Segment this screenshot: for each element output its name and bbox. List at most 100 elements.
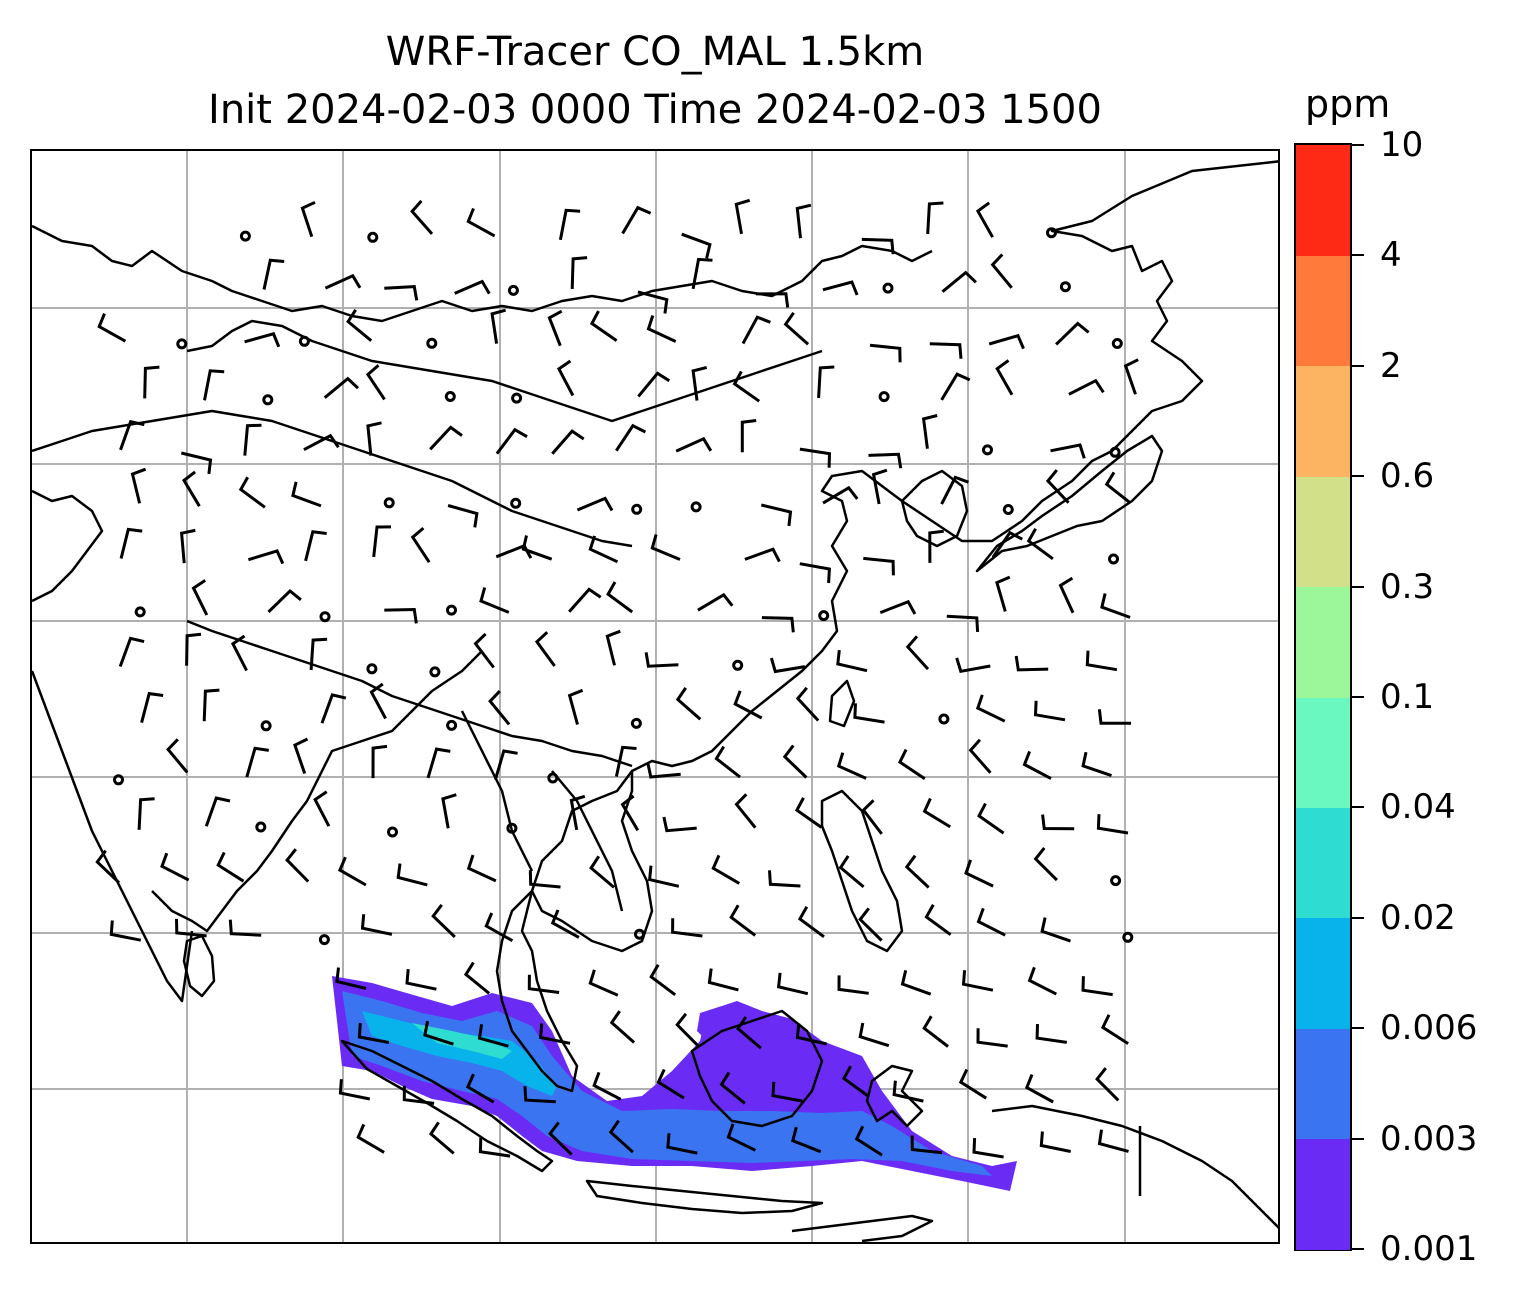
wind-barb [741, 315, 771, 345]
wind-barb [768, 870, 801, 888]
calm-wind-circle [878, 391, 890, 403]
wind-barb [384, 607, 418, 624]
wind-barb [243, 423, 262, 456]
wind-barb [647, 865, 680, 888]
wind-barb [771, 1081, 803, 1103]
calm-wind-circle [367, 231, 379, 243]
calm-wind-circle [134, 606, 146, 618]
wind-barb [1033, 700, 1066, 722]
wind-barb [203, 369, 225, 401]
wind-barb [337, 856, 367, 887]
wind-barb [1104, 471, 1132, 505]
wind-barb [130, 467, 147, 504]
calm-wind-circle [1046, 227, 1057, 239]
colorbar-tick-mark [1352, 916, 1364, 919]
wind-barb [922, 797, 951, 829]
coastline-peninsula [495, 889, 579, 1093]
border-line [32, 489, 104, 603]
colorbar-tick-label: 0.3 [1380, 566, 1435, 607]
wind-barb [431, 903, 456, 938]
coastline-new-guinea [991, 1104, 1278, 1229]
wind-barb [1055, 321, 1090, 346]
wind-barb [478, 1137, 511, 1158]
wind-barb [958, 1068, 987, 1100]
wind-barb [95, 849, 121, 884]
wind-barb [466, 854, 497, 883]
wind-barb [588, 535, 619, 564]
wind-barb [402, 1085, 435, 1105]
wind-barb [795, 686, 820, 722]
wind-barb [216, 851, 245, 883]
calm-wind-circle [319, 611, 331, 623]
wind-barb [734, 198, 751, 235]
calm-wind-circle [818, 610, 830, 622]
wind-barb [799, 562, 831, 584]
wind-barb [356, 1123, 385, 1154]
wind-barb [620, 794, 640, 832]
wind-barb [861, 799, 883, 835]
calm-wind-circles [113, 227, 1134, 946]
border-line [186, 619, 633, 768]
wind-barb [495, 427, 528, 455]
wind-barb [662, 816, 697, 833]
wind-barb [357, 1022, 390, 1044]
calm-wind-circle [262, 394, 274, 406]
wind-barb [1123, 358, 1139, 395]
wind-barb [346, 308, 373, 342]
colorbar-segment [1296, 1028, 1350, 1140]
colorbar-tick-label: 0.04 [1380, 787, 1456, 828]
wind-barb [892, 1080, 924, 1103]
wind-barb [714, 745, 741, 779]
colorbar-tick-mark [1352, 585, 1364, 588]
coastline-east-asia [631, 160, 1278, 773]
wind-barb [675, 436, 713, 453]
wind-barb [454, 279, 491, 295]
wind-barb [493, 749, 518, 781]
wind-barb [97, 313, 127, 343]
wind-barb [137, 797, 155, 830]
calm-wind-circle [510, 497, 522, 509]
wind-barb [961, 970, 994, 992]
wind-barb [904, 854, 930, 889]
wind-barb [940, 372, 971, 401]
wind-barb [551, 429, 585, 455]
wind-barb [182, 470, 201, 507]
wind-barb [372, 525, 392, 558]
wind-barb [463, 961, 491, 995]
wind-barb [1081, 751, 1112, 778]
wind-barb [838, 855, 865, 889]
wind-barb [1027, 966, 1057, 996]
map-title: WRF-Tracer CO_MAL 1.5km [385, 29, 925, 75]
colorbar-tick-label: 0.006 [1380, 1008, 1478, 1049]
colorbar-tick-label: 0.6 [1380, 456, 1435, 497]
wind-barb [905, 635, 930, 671]
colorbar-tick-label: 0.001 [1380, 1229, 1478, 1269]
wind-barb [523, 1086, 556, 1104]
wind-barb [1097, 709, 1132, 725]
colorbar-tick-mark [1352, 144, 1364, 146]
border-line [460, 710, 534, 872]
wind-barb [1041, 814, 1075, 831]
wind-barb [558, 208, 581, 241]
wind-barb [204, 796, 231, 827]
calm-wind-circle [255, 821, 267, 833]
coastlines [32, 160, 1278, 1242]
wind-barb [858, 907, 883, 942]
colorbar-tick-label: 0.02 [1380, 897, 1456, 938]
wind-barb [1022, 750, 1052, 780]
map-panel [30, 149, 1280, 1244]
wind-barb [608, 1119, 634, 1154]
wind-barb [166, 738, 189, 774]
colorbar-tick-mark [1352, 1137, 1364, 1140]
wind-barb [324, 273, 362, 290]
colorbar-segment [1296, 586, 1350, 698]
colorbar-segment [1296, 476, 1350, 588]
wind-barb [365, 364, 386, 401]
wind-barb [267, 588, 302, 613]
calm-wind-circle [547, 772, 559, 784]
colorbar-tick-mark [1352, 1027, 1364, 1030]
wind-barb [990, 253, 1013, 289]
wind-barb [921, 414, 938, 449]
wind-barb [548, 1121, 573, 1156]
calm-wind-circle [1002, 504, 1014, 515]
